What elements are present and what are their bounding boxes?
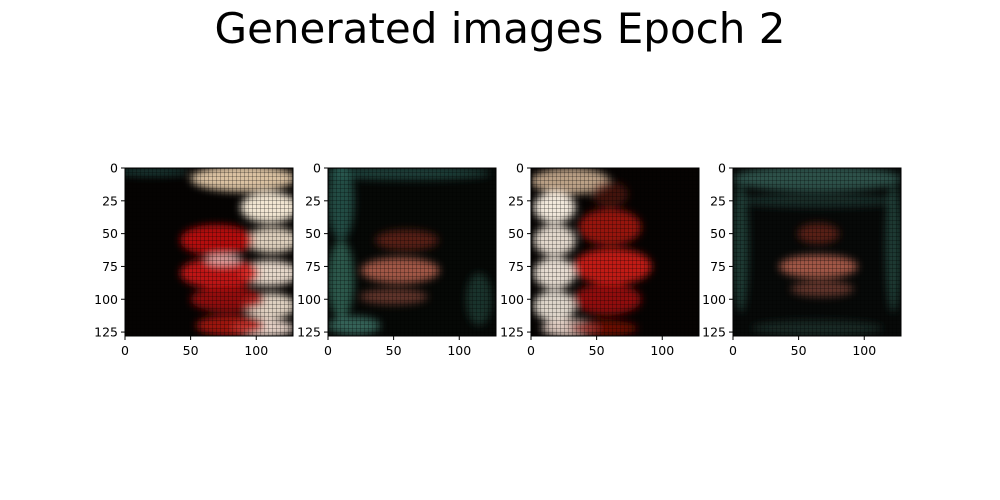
y-tick-label: 0 (313, 161, 321, 176)
y-tick-label: 50 (305, 226, 321, 241)
y-tick-label: 25 (102, 193, 118, 208)
axes-frame (530, 167, 700, 337)
generated-image-1: 0 50 100 0 25 50 75 100 125 (94, 161, 294, 358)
pixel-texture (125, 168, 293, 336)
y-tick-label: 75 (508, 259, 524, 274)
x-tick-label: 0 (121, 343, 129, 358)
axes-frame (327, 167, 497, 337)
y-tick-label: 25 (710, 193, 726, 208)
y-tick-label: 25 (508, 193, 524, 208)
y-tick-label: 75 (305, 259, 321, 274)
x-tick-label: 100 (650, 343, 674, 358)
y-tick-label: 125 (297, 325, 321, 340)
generated-image-2: 0 50 100 0 25 50 75 100 125 (297, 161, 497, 358)
pixel-texture (531, 168, 699, 336)
y-tick-label: 75 (710, 259, 726, 274)
y-tick-label: 50 (710, 226, 726, 241)
y-tick-label: 100 (702, 292, 726, 307)
x-tick-label: 0 (729, 343, 737, 358)
y-tick-label: 75 (102, 259, 118, 274)
axes-frame (732, 167, 902, 337)
x-tick-label: 100 (244, 343, 268, 358)
y-tick-label: 25 (305, 193, 321, 208)
y-tick-label: 50 (508, 226, 524, 241)
generated-image-4: 0 50 100 0 25 50 75 100 125 (702, 161, 902, 358)
axes-frame (124, 167, 294, 337)
generated-image-3: 0 50 100 0 25 50 75 100 125 (500, 161, 700, 358)
y-tick-label: 125 (94, 325, 118, 340)
x-tick-label: 0 (324, 343, 332, 358)
figure-title: Generated images Epoch 2 (214, 4, 786, 53)
x-tick-label: 100 (852, 343, 876, 358)
pixel-texture (328, 168, 496, 336)
y-tick-label: 100 (94, 292, 118, 307)
y-tick-label: 50 (102, 226, 118, 241)
y-tick-label: 0 (516, 161, 524, 176)
x-tick-label: 50 (386, 343, 402, 358)
x-tick-label: 50 (183, 343, 199, 358)
x-tick-label: 100 (447, 343, 471, 358)
y-tick-label: 125 (500, 325, 524, 340)
y-tick-label: 125 (702, 325, 726, 340)
y-tick-label: 100 (297, 292, 321, 307)
pixel-texture (733, 168, 901, 336)
x-tick-label: 50 (589, 343, 605, 358)
x-tick-label: 50 (791, 343, 807, 358)
y-tick-label: 0 (110, 161, 118, 176)
x-tick-label: 0 (527, 343, 535, 358)
y-tick-label: 0 (718, 161, 726, 176)
y-tick-label: 100 (500, 292, 524, 307)
